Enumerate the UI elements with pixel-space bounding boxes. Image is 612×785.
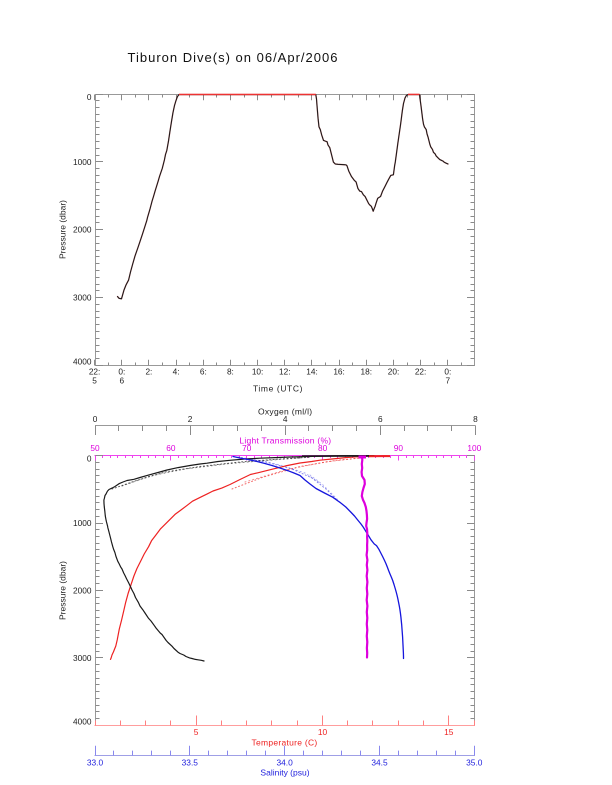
svg-text:Time (UTC): Time (UTC) [253,384,303,394]
svg-text:33.5: 33.5 [182,757,199,767]
svg-text:0:: 0: [118,366,125,376]
svg-text:2: 2 [188,414,193,424]
svg-text:22:: 22: [89,366,101,376]
svg-text:0: 0 [93,414,98,424]
svg-text:10:: 10: [252,366,264,376]
svg-text:6: 6 [378,414,383,424]
svg-text:Light Transmission (%): Light Transmission (%) [239,435,331,445]
svg-text:Temperature (C): Temperature (C) [252,738,318,748]
svg-text:6:: 6: [200,366,207,376]
svg-text:Tiburon Dive(s) on 06/Apr/2006: Tiburon Dive(s) on 06/Apr/2006 [128,50,339,65]
svg-text:34.5: 34.5 [371,757,388,767]
svg-text:50: 50 [90,443,100,453]
svg-text:2000: 2000 [73,585,92,595]
svg-text:1000: 1000 [73,157,92,167]
svg-text:10: 10 [318,727,328,737]
svg-text:5: 5 [194,727,199,737]
svg-text:70: 70 [242,443,252,453]
svg-text:4: 4 [283,414,288,424]
svg-text:0:: 0: [444,366,451,376]
svg-text:90: 90 [394,443,404,453]
svg-text:Pressure (dbar): Pressure (dbar) [58,200,68,259]
svg-text:20:: 20: [388,366,400,376]
svg-text:3000: 3000 [73,293,92,303]
svg-text:22:: 22: [415,366,427,376]
svg-text:100: 100 [467,443,481,453]
svg-text:16:: 16: [333,366,345,376]
svg-text:8:: 8: [227,366,234,376]
svg-text:2:: 2: [145,366,152,376]
svg-text:7: 7 [445,376,450,386]
svg-text:3000: 3000 [73,653,92,663]
svg-text:8: 8 [473,414,478,424]
svg-text:Salinity (psu): Salinity (psu) [260,768,309,778]
svg-text:Oxygen (ml/l): Oxygen (ml/l) [258,406,312,416]
svg-text:4000: 4000 [73,716,92,726]
svg-text:1000: 1000 [73,518,92,528]
svg-text:4000: 4000 [73,356,92,366]
svg-text:6: 6 [119,376,124,386]
svg-text:Pressure (dbar): Pressure (dbar) [58,561,68,620]
svg-text:60: 60 [166,443,176,453]
svg-text:14:: 14: [306,366,318,376]
svg-text:0: 0 [87,453,92,463]
svg-text:12:: 12: [279,366,291,376]
svg-text:0: 0 [87,92,92,102]
svg-text:80: 80 [318,443,328,453]
svg-text:35.0: 35.0 [466,757,483,767]
svg-text:5: 5 [92,376,97,386]
svg-text:15: 15 [444,727,454,737]
svg-text:18:: 18: [361,366,373,376]
svg-text:4:: 4: [173,366,180,376]
svg-text:34.0: 34.0 [276,757,293,767]
svg-text:2000: 2000 [73,225,92,235]
svg-text:33.0: 33.0 [87,757,104,767]
